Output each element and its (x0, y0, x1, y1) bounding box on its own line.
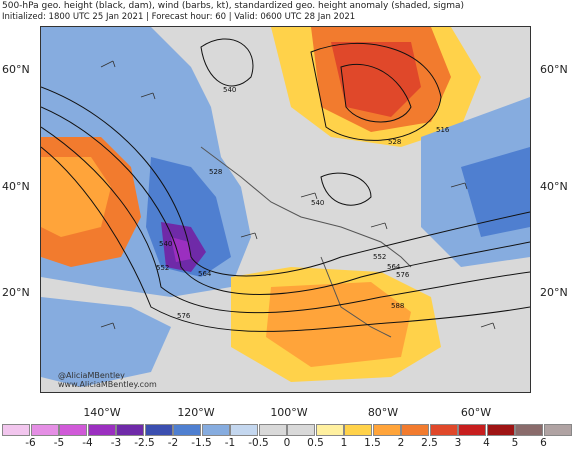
colorbar-swatch (344, 424, 372, 436)
map-subtitle: Initialized: 1800 UTC 25 Jan 2021 | Fore… (2, 12, 356, 22)
map-canvas: 516 528 528 540 540 552 564 576 552 564 … (41, 27, 530, 392)
peak-negative-anomaly (171, 237, 191, 262)
colorbar-label: 1 (340, 437, 348, 449)
colorbar-swatch (401, 424, 429, 436)
coastline-mexico (320, 256, 392, 338)
contour-label: 576 (177, 312, 191, 320)
contour-label: 552 (156, 264, 169, 272)
credit-handle: @AliciaMBentley (58, 371, 125, 380)
negative-anomaly-atlantic-core (461, 147, 530, 237)
map-title: 500-hPa geo. height (black, dam), wind (… (2, 1, 465, 11)
lon-label: 60°W (460, 406, 492, 419)
colorbar-label: -1.5 (191, 437, 212, 449)
contour-label: 552 (373, 253, 386, 261)
colorbar-label: -2 (167, 437, 179, 449)
colorbar-swatch (87, 424, 116, 436)
lon-label: 100°W (270, 406, 308, 419)
contour-label: 588 (391, 302, 404, 310)
colorbar-swatch (486, 424, 515, 436)
colorbar-label: -6 (25, 437, 36, 449)
colorbar-label: -5 (53, 437, 65, 449)
colorbar-label: 0.5 (307, 437, 324, 449)
colorbar-label: 2.5 (421, 437, 438, 449)
colorbar-swatch (287, 424, 315, 436)
colorbar-label: -0.5 (248, 437, 269, 449)
contour-label: 540 (311, 199, 324, 207)
contour-label: 540 (223, 86, 236, 94)
colorbar-label: 6 (540, 437, 547, 449)
lon-label: 120°W (177, 406, 215, 419)
coastline (200, 146, 412, 268)
colorbar-label: 5 (511, 437, 519, 449)
height-contours (41, 38, 530, 332)
contour-label-group: 516 528 528 540 540 552 564 576 552 564 … (156, 86, 450, 320)
wind-barbs (100, 60, 496, 330)
colorbar-swatch (372, 424, 401, 436)
credit-website: www.AliciaMBentley.com (58, 380, 157, 389)
positive-anomaly-pacific-core (41, 157, 111, 237)
contour-label: 516 (436, 126, 450, 134)
colorbar-swatch (515, 424, 543, 436)
contour-label: 528 (209, 168, 222, 176)
colorbar-swatch (230, 424, 258, 436)
colorbar-label: -4 (82, 437, 93, 449)
contour-label: 540 (159, 240, 172, 248)
negative-anomaly-south-pacific (41, 297, 171, 387)
colorbar-label: 4 (483, 437, 490, 449)
credit-text: @AliciaMBentley www.AliciaMBentley.com (58, 371, 157, 389)
lat-label-left: 60°N (2, 63, 30, 76)
lat-label-left: 20°N (2, 286, 30, 299)
colorbar-label: -3 (110, 437, 122, 449)
lat-label-right: 40°N (540, 180, 568, 193)
colorbar-swatch (201, 424, 230, 436)
positive-anomaly-caribbean-inner (266, 282, 411, 367)
weather-map: 516 528 528 540 540 552 564 576 552 564 … (40, 26, 531, 393)
colorbar-label: 1.5 (364, 437, 381, 449)
colorbar-label: 3 (454, 437, 462, 449)
colorbar-label: 0 (283, 437, 291, 449)
positive-anomaly-north-core (331, 42, 421, 117)
colorbar-swatch (173, 424, 201, 436)
colorbar-swatch (458, 424, 486, 436)
contour-label: 528 (388, 138, 401, 146)
contour-label: 576 (396, 271, 410, 279)
colorbar-label: 2 (397, 437, 405, 449)
colorbar-swatch (30, 424, 59, 436)
lat-label-right: 60°N (540, 63, 568, 76)
colorbar-swatch (429, 424, 458, 436)
colorbar-swatch (116, 424, 144, 436)
colorbar-swatch (144, 424, 173, 436)
lon-label: 80°W (367, 406, 399, 419)
colorbar-swatch (315, 424, 344, 436)
contour-label: 564 (198, 270, 212, 278)
contour-label: 564 (387, 263, 401, 271)
colorbar-label: -2.5 (134, 437, 155, 449)
lat-label-left: 40°N (2, 180, 30, 193)
lon-label: 140°W (83, 406, 121, 419)
colorbar-swatch (543, 424, 572, 436)
colorbar-label: -1 (224, 437, 236, 449)
colorbar-swatch (59, 424, 87, 436)
colorbar-swatch (258, 424, 287, 436)
colorbar-swatch (2, 424, 30, 436)
lat-label-right: 20°N (540, 286, 568, 299)
